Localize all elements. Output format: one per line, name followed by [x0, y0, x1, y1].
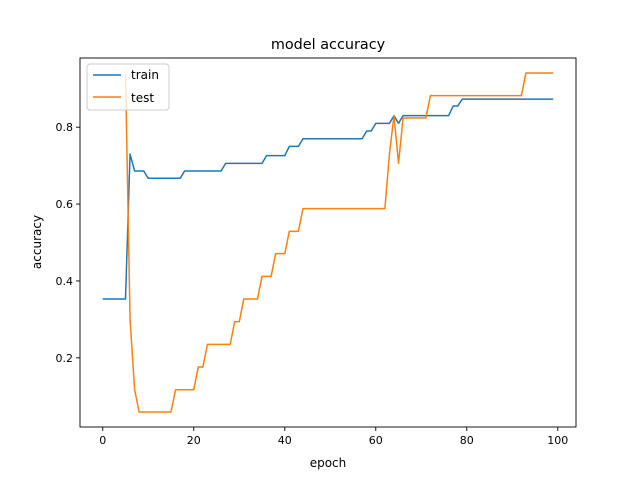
- x-tick-label: 100: [547, 434, 568, 447]
- legend-label-train: train: [131, 68, 159, 82]
- y-axis-ticks: 0.2 0.4 0.6 0.8: [56, 121, 80, 365]
- plot-frame: [79, 57, 577, 428]
- series-line-test: [124, 72, 554, 413]
- y-tick-label: 0.6: [56, 198, 74, 211]
- x-axis-label: epoch: [310, 456, 347, 470]
- x-tick-label: 60: [369, 434, 383, 447]
- y-axis-label: accuracy: [30, 215, 44, 269]
- x-axis-ticks: 0 20 40 60 80 100: [99, 427, 568, 447]
- x-tick-label: 0: [99, 434, 106, 447]
- y-tick-label: 0.4: [56, 275, 74, 288]
- x-tick-label: 40: [278, 434, 292, 447]
- x-tick-label: 80: [460, 434, 474, 447]
- legend: train test: [86, 63, 170, 111]
- series-layer: [102, 72, 554, 413]
- y-tick-label: 0.2: [56, 352, 74, 365]
- y-tick-label: 0.8: [56, 121, 74, 134]
- x-tick-label: 20: [187, 434, 201, 447]
- legend-label-test: test: [131, 91, 154, 105]
- chart-title: model accuracy: [271, 37, 386, 53]
- series-line-train: [102, 98, 554, 300]
